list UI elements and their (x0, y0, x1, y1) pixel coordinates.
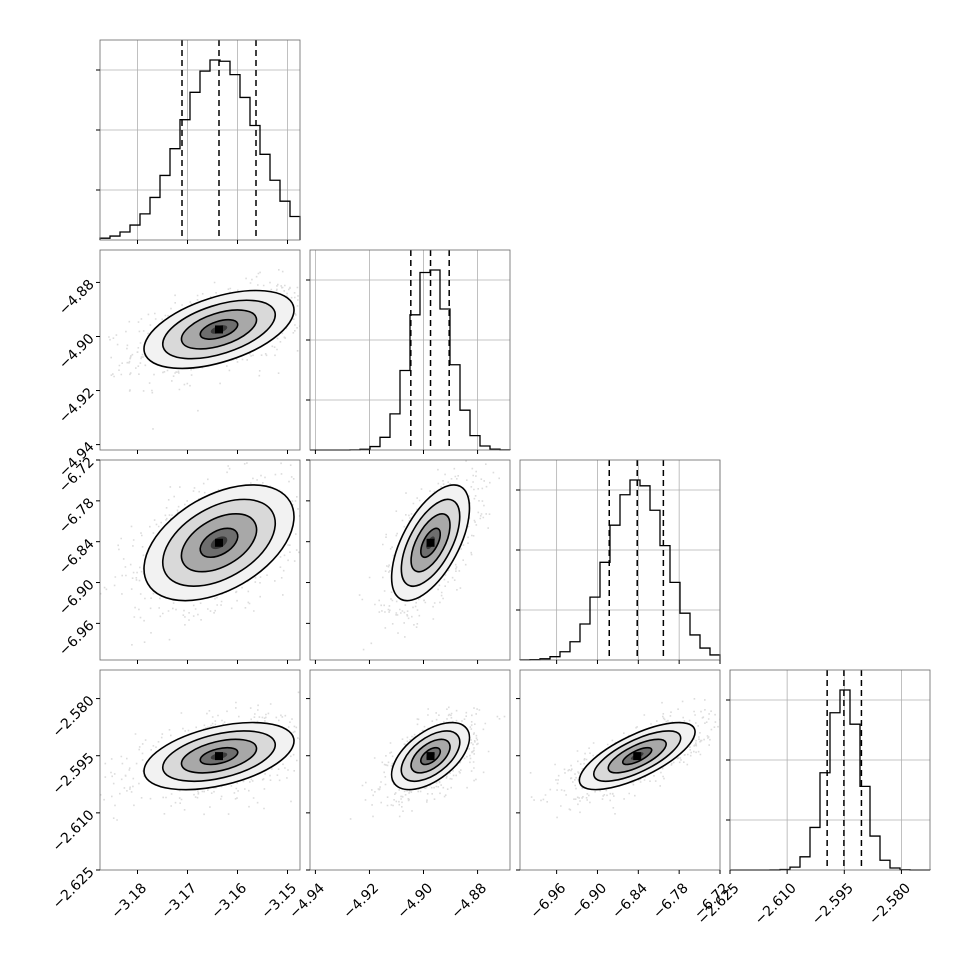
scatter-panel-2-1 (96, 249, 301, 454)
histogram-bars (730, 689, 931, 871)
y-tick-label: −4.90 (56, 331, 98, 373)
panel-content (349, 706, 506, 820)
panel-content (108, 269, 300, 430)
scatter-panel-4-2 (306, 669, 511, 874)
contour-line (199, 746, 239, 766)
panel-content (358, 460, 500, 651)
histogram-panel-2 (306, 249, 511, 454)
x-tick-label: −4.88 (449, 880, 491, 922)
contour-line (199, 318, 239, 340)
histogram-bars (310, 269, 511, 451)
density-peak (215, 752, 223, 761)
x-tick-label: −6.84 (609, 880, 651, 922)
panel-content (100, 691, 300, 821)
contour-line (161, 299, 277, 360)
x-tick-label: −6.78 (650, 880, 692, 922)
y-tick-label: −6.96 (56, 618, 98, 660)
contour-line (180, 513, 258, 573)
histogram-panel-1 (96, 39, 301, 244)
axes-frame (99, 39, 301, 241)
density-peak (215, 538, 223, 547)
y-tick-label: −6.78 (56, 495, 98, 537)
contour-line (607, 738, 667, 774)
x-tick-label: −3.16 (208, 880, 250, 922)
y-tick-label: −6.90 (56, 577, 98, 619)
contour-line (578, 721, 696, 791)
x-tick-label: −2.610 (752, 880, 800, 928)
histogram-panel-4 (726, 669, 931, 874)
contour-line (410, 738, 451, 774)
histogram-bars (519, 479, 721, 661)
scatter-panel-4-1 (96, 669, 301, 874)
contour-line (143, 289, 295, 370)
contour-line (420, 746, 442, 766)
axes-frame (99, 249, 301, 451)
axes-frame (519, 669, 721, 871)
contour-line (400, 730, 461, 783)
contour-line (621, 746, 653, 766)
histogram-panel-3 (516, 459, 721, 664)
y-tick-label: −2.595 (50, 750, 98, 798)
contour-line (161, 730, 277, 783)
axes-frame (309, 249, 511, 451)
panel-content (529, 698, 720, 819)
contour-line (410, 513, 451, 573)
x-tick-label: −6.90 (568, 880, 610, 922)
x-tick-label: −4.90 (394, 880, 436, 922)
scatter-panel-3-2 (306, 459, 511, 664)
y-tick-label: −2.625 (50, 864, 98, 912)
axes-frame (729, 669, 931, 871)
y-tick-label: −6.84 (56, 536, 98, 578)
density-peak (633, 752, 642, 761)
axes-frame (99, 459, 301, 661)
panel-content (100, 462, 300, 646)
density-peak (426, 538, 435, 547)
histogram-bars (99, 59, 301, 240)
x-tick-label: −2.595 (809, 880, 857, 928)
contour-line (593, 730, 682, 783)
axes-frame (519, 459, 721, 661)
contour-line (180, 738, 258, 774)
contour-line (390, 721, 471, 791)
contour-line (390, 484, 471, 602)
contour-line (180, 309, 258, 350)
x-tick-label: −2.580 (866, 880, 914, 928)
contour-line (161, 498, 277, 587)
x-tick-label: −3.17 (158, 880, 200, 922)
contour-line (143, 721, 295, 791)
x-tick-label: −3.18 (108, 880, 150, 922)
x-tick-label: −6.96 (528, 880, 570, 922)
y-tick-label: −2.610 (50, 807, 98, 855)
axes-frame (309, 669, 511, 871)
contour-line (199, 527, 239, 559)
scatter-panel-4-3 (516, 669, 721, 874)
contour-line (143, 484, 295, 602)
axes-frame (309, 459, 511, 661)
density-peak (426, 752, 435, 761)
density-peak (215, 325, 223, 334)
contour-line (420, 527, 442, 559)
scatter-panel-3-1 (96, 459, 301, 664)
contour-line (400, 498, 461, 587)
y-tick-label: −4.92 (56, 385, 98, 427)
x-tick-label: −4.92 (340, 880, 382, 922)
y-tick-label: −2.580 (50, 693, 98, 741)
axes-frame (99, 669, 301, 871)
y-tick-label: −4.88 (56, 277, 98, 319)
